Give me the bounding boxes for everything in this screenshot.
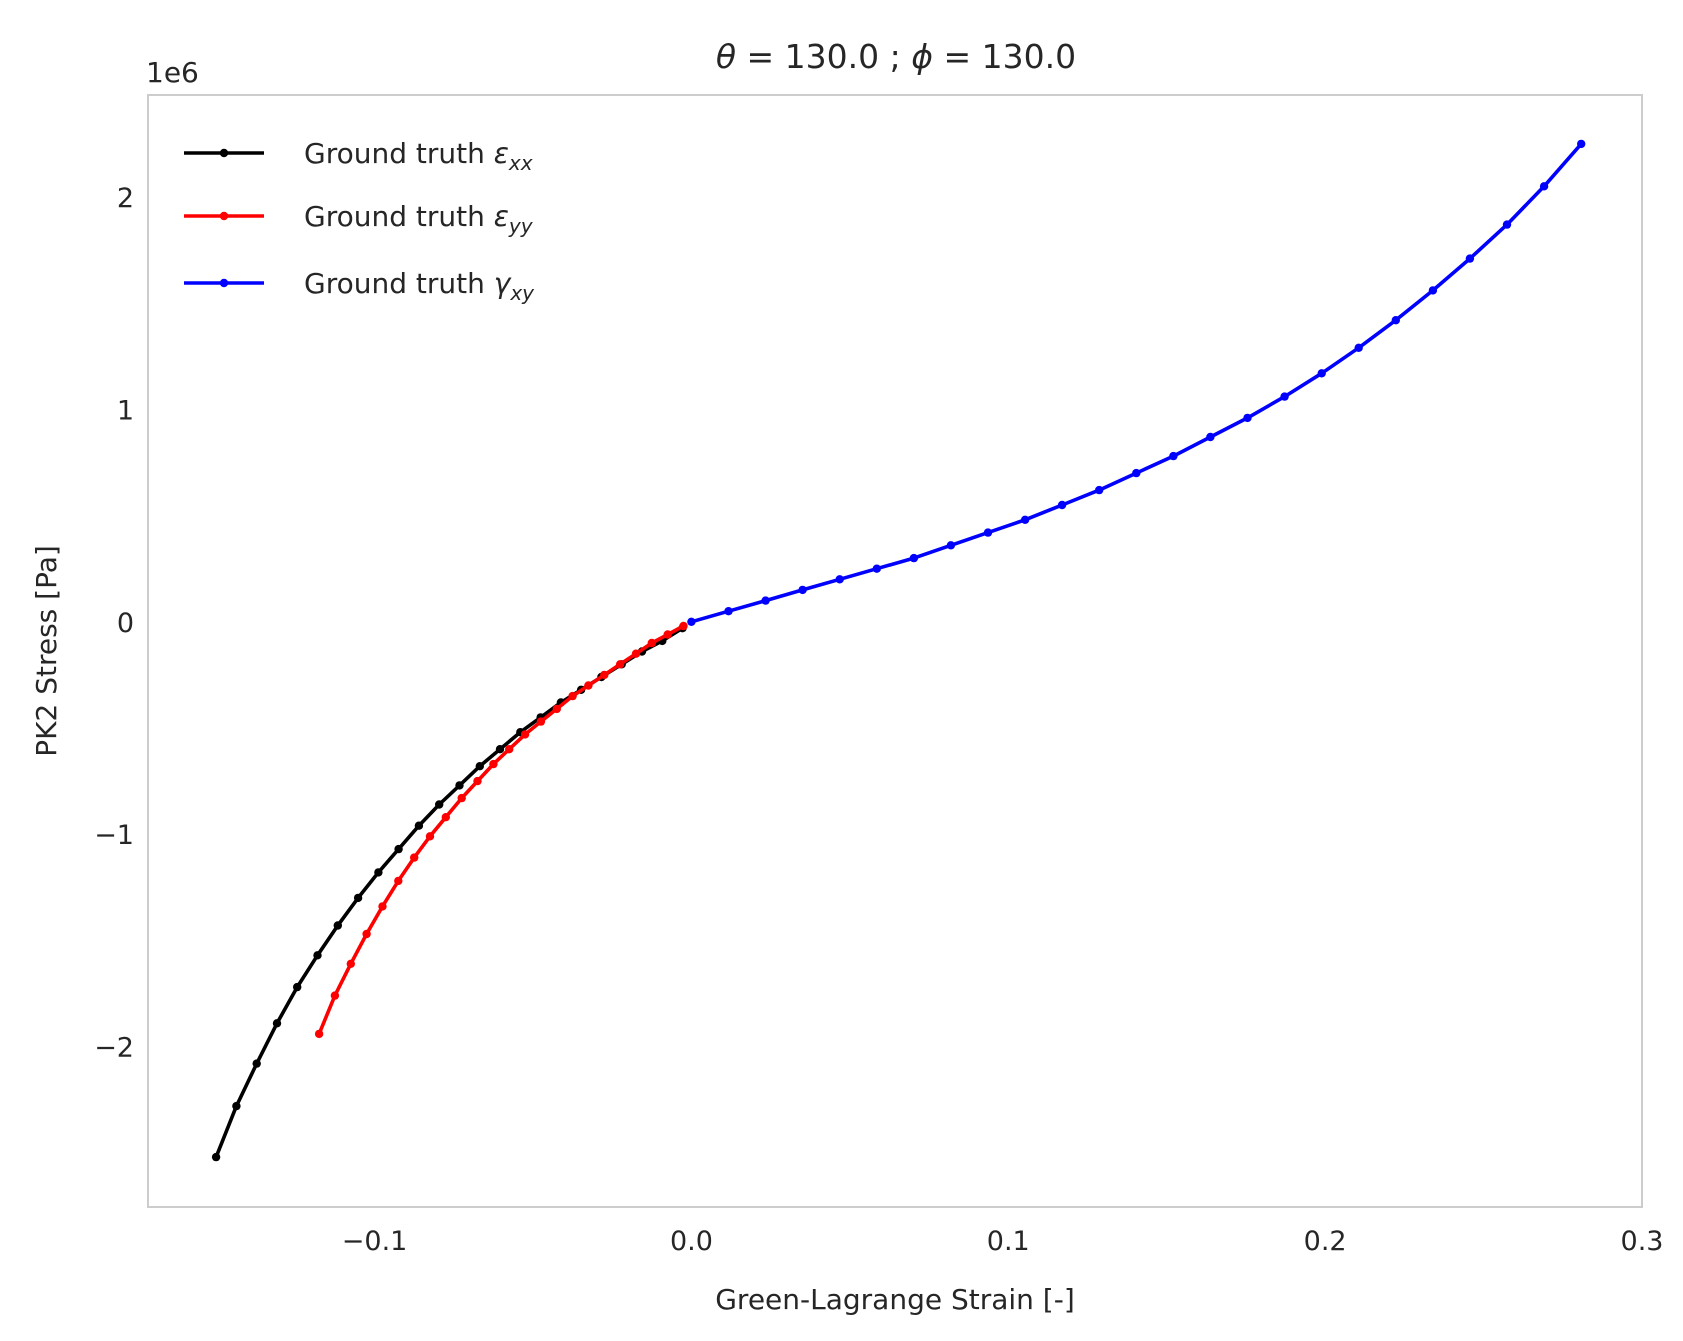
data-point-gxy [835,575,844,584]
data-point-exx [293,982,302,992]
y-tick-labels: −2 −1 0 1 2 [94,183,134,1064]
data-point-eyy [568,691,577,701]
legend-label-gxy: Ground truth γxy [304,267,535,305]
data-point-exx [211,1152,221,1162]
data-point-eyy [663,630,672,639]
data-point-gxy [1465,254,1475,263]
data-point-gxy [1539,182,1549,191]
data-point-gxy [1020,515,1030,524]
data-point-eyy [679,621,688,631]
data-point-eyy [346,959,355,968]
data-point-exx [252,1059,261,1068]
legend-marker-gxy [219,278,229,288]
legend: Ground truth εxx Ground truth εyy Ground t… [184,137,535,305]
data-point-gxy [1206,432,1215,442]
data-point-gxy [1243,413,1252,423]
data-point-gxy [1095,485,1104,495]
y-axis-offset-label: 1e6 [146,56,199,89]
data-point-eyy [600,670,609,680]
data-point-eyy [441,813,450,822]
x-tick-labels: −0.1 0.0 0.1 0.2 0.3 [342,1226,1664,1257]
data-point-eyy [314,1029,324,1039]
y-tick-label: 0 [117,608,134,639]
data-point-gxy [1577,139,1586,149]
data-point-exx [313,951,322,960]
data-point-gxy [872,564,881,573]
data-point-eyy [520,730,530,739]
data-point-gxy [724,607,733,616]
data-point-gxy [1391,316,1401,325]
legend-marker-eyy [219,211,229,221]
data-point-gxy [983,528,993,537]
legend-label-exx: Ground truth εxx [304,137,533,175]
data-point-gxy [1280,392,1289,401]
series-gxy [687,139,1586,626]
data-point-exx [353,893,363,903]
data-point-exx [232,1101,241,1111]
y-tick-label: −2 [94,1033,134,1064]
data-point-gxy [687,617,696,626]
data-point-eyy [457,793,466,803]
data-point-exx [455,781,464,790]
data-point-eyy [584,681,593,690]
plot-area [147,94,1643,1208]
data-point-eyy [410,853,419,862]
data-point-gxy [1057,500,1067,510]
data-point-exx [272,1019,282,1028]
data-point-eyy [330,991,340,1000]
legend-item-eyy: Ground truth εyy [184,200,534,238]
data-point-eyy [615,660,625,669]
x-tick-label: 0.2 [1304,1226,1347,1257]
y-tick-label: 1 [117,395,134,426]
x-tick-label: 0.1 [987,1226,1030,1257]
data-point-eyy [536,717,546,726]
data-point-eyy [631,649,641,658]
y-tick-label: −1 [94,820,134,851]
data-point-gxy [761,596,770,605]
data-point-eyy [489,759,498,769]
data-point-gxy [1317,369,1326,378]
data-point-eyy [425,832,435,841]
data-point-exx [333,921,342,930]
data-point-exx [495,745,505,754]
x-axis-label: Green-Lagrange Strain [-] [715,1283,1075,1316]
data-point-eyy [394,876,403,886]
data-point-exx [435,800,444,809]
series-layer [211,139,1586,1162]
data-point-gxy [946,541,956,550]
data-point-exx [374,868,383,877]
legend-label-eyy: Ground truth εyy [304,200,534,238]
legend-item-gxy: Ground truth γxy [184,267,535,305]
chart-title: θ = 130.0 ; ϕ = 130.0 [716,37,1076,76]
data-point-gxy [1354,343,1363,352]
data-point-exx [394,844,403,854]
data-point-gxy [1428,286,1438,295]
data-point-eyy [378,902,387,911]
data-point-eyy [552,704,561,714]
data-point-gxy [798,585,807,595]
data-point-exx [475,762,484,771]
data-point-exx [414,821,424,830]
series-eyy [314,621,688,1039]
data-point-eyy [505,745,514,754]
data-point-gxy [1132,468,1141,478]
x-tick-label: 0.3 [1621,1226,1664,1257]
data-point-eyy [647,638,656,648]
x-tick-label: 0.0 [670,1226,713,1257]
data-point-eyy [362,929,371,939]
y-tick-label: 2 [117,183,134,214]
data-point-gxy [1169,451,1178,461]
y-axis-label: PK2 Stress [Pa] [30,545,63,757]
data-point-eyy [473,776,482,786]
legend-marker-exx [219,148,229,158]
data-point-gxy [909,553,919,563]
data-point-gxy [1502,220,1512,229]
legend-item-exx: Ground truth εxx [184,137,533,175]
x-tick-label: −0.1 [342,1226,408,1257]
